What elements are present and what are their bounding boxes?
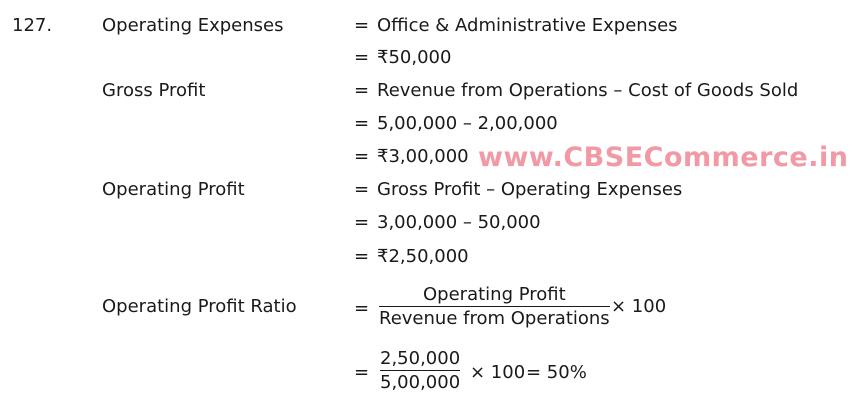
equals-sign: = <box>354 146 370 167</box>
denominator: Revenue from Operations <box>379 308 610 329</box>
equals-sign: = <box>354 15 370 36</box>
rhs-text: ₹3,00,000 <box>377 146 469 167</box>
rhs-text: Office & Administrative Expenses <box>377 15 678 36</box>
equals-sign: = <box>354 362 370 383</box>
equals-sign: = <box>354 179 370 200</box>
fraction-bar <box>379 306 610 307</box>
rhs-text: 5,00,000 – 2,00,000 <box>377 113 558 134</box>
fraction-bar <box>380 370 461 371</box>
question-number: 127. <box>12 15 53 36</box>
ratio-formula-fraction: Operating Profit Revenue from Operations <box>379 284 610 329</box>
equals-sign: = <box>354 113 370 134</box>
multiplier: × 100 <box>611 296 667 317</box>
equals-sign: = <box>354 246 370 267</box>
rhs-text: 3,00,000 – 50,000 <box>377 212 541 233</box>
result: = 50% <box>526 362 587 383</box>
numerator: 2,50,000 <box>380 348 461 369</box>
equals-sign: = <box>354 298 370 319</box>
numerator: Operating Profit <box>423 284 566 305</box>
ratio-calc-fraction: 2,50,000 5,00,000 <box>380 348 461 393</box>
label-gross-profit: Gross Profit <box>102 80 206 101</box>
rhs-text: ₹2,50,000 <box>377 246 469 267</box>
watermark: www.CBSECommerce.in <box>478 142 849 173</box>
equals-sign: = <box>354 80 370 101</box>
label-operating-profit: Operating Profit <box>102 179 245 200</box>
equals-sign: = <box>354 212 370 233</box>
rhs-text: Revenue from Operations – Cost of Goods … <box>377 80 799 101</box>
label-operating-expenses: Operating Expenses <box>102 15 284 36</box>
rhs-text: Gross Profit – Operating Expenses <box>377 179 683 200</box>
label-operating-profit-ratio: Operating Profit Ratio <box>102 296 297 317</box>
rhs-text: ₹50,000 <box>377 47 452 68</box>
multiplier: × 100 <box>470 362 526 383</box>
equals-sign: = <box>354 47 370 68</box>
denominator: 5,00,000 <box>380 372 461 393</box>
